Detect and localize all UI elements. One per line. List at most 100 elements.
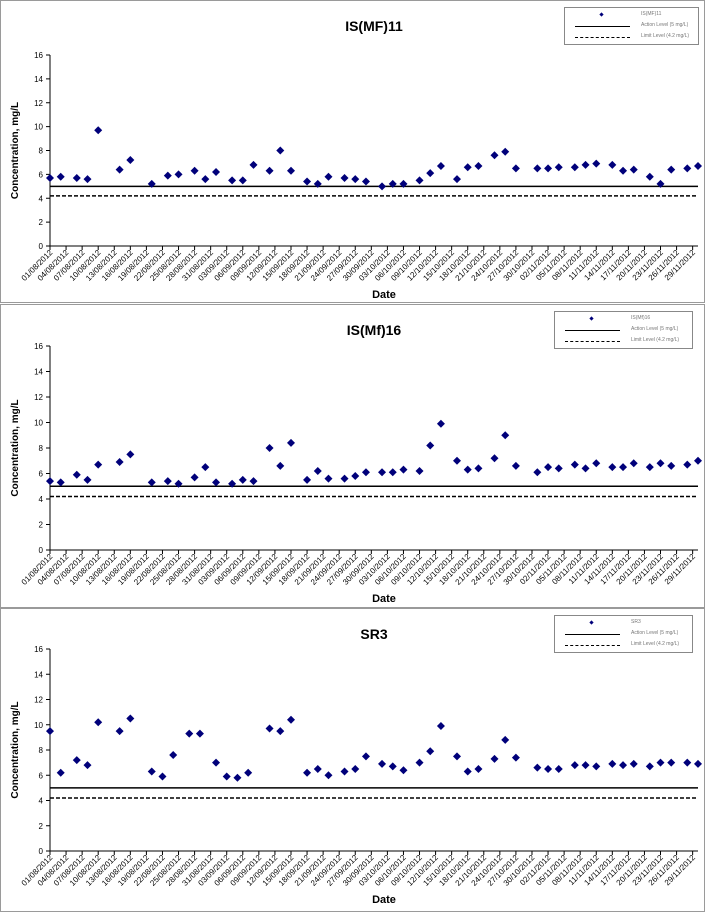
y-tick-label: 12 xyxy=(34,696,43,705)
data-point xyxy=(645,463,654,472)
data-point xyxy=(694,456,702,465)
chart-title: IS(MF)11 xyxy=(345,18,403,34)
data-point xyxy=(286,166,295,175)
legend-marker-icon xyxy=(589,316,594,321)
data-point xyxy=(629,165,638,174)
data-point xyxy=(399,465,408,474)
data-point xyxy=(533,763,542,772)
data-point xyxy=(619,166,628,175)
data-point xyxy=(83,475,92,484)
data-point xyxy=(147,179,156,188)
data-point xyxy=(83,761,92,770)
y-tick-label: 2 xyxy=(39,218,44,227)
y-tick-label: 6 xyxy=(39,170,44,179)
data-point xyxy=(581,464,590,473)
data-point xyxy=(212,758,221,767)
data-point xyxy=(474,162,483,171)
data-point xyxy=(46,727,54,736)
y-tick-label: 14 xyxy=(34,670,43,679)
data-point xyxy=(115,165,124,174)
legend-solid-line-icon xyxy=(575,26,630,27)
data-point xyxy=(554,163,563,172)
legend-dashed-line-icon xyxy=(565,341,620,342)
data-point xyxy=(436,162,445,171)
data-point xyxy=(83,175,92,184)
legend-action-label: Action Level (5 mg/L) xyxy=(631,630,679,636)
data-point xyxy=(570,761,579,770)
y-tick-label: 6 xyxy=(39,771,44,780)
data-point xyxy=(570,163,579,172)
data-point xyxy=(115,458,124,467)
data-point xyxy=(667,165,676,174)
data-point xyxy=(388,468,397,477)
data-point xyxy=(667,758,676,767)
data-point xyxy=(324,172,333,181)
data-point xyxy=(238,176,247,185)
data-point xyxy=(126,450,135,459)
data-point xyxy=(426,169,435,178)
data-point xyxy=(46,477,54,486)
y-tick-label: 16 xyxy=(34,645,43,654)
data-point xyxy=(212,478,221,487)
chart-title: SR3 xyxy=(360,626,387,642)
data-point xyxy=(683,758,692,767)
data-point xyxy=(619,463,628,472)
data-point xyxy=(276,461,285,470)
data-point xyxy=(511,753,520,762)
data-point xyxy=(361,752,370,761)
chart-panel-3: SR3 0 2 4 6 8 10 12 14 16 Concentration, mg/L 01/08… xyxy=(0,608,705,912)
data-point xyxy=(463,163,472,172)
data-point xyxy=(554,464,563,473)
data-point xyxy=(46,173,54,182)
y-tick-label: 0 xyxy=(39,546,44,555)
data-point xyxy=(490,151,499,160)
data-point xyxy=(185,729,194,738)
chart-svg: IS(MF)11 0 2 4 6 8 10 12 14 16 Concentration, mg/L… xyxy=(10,18,702,301)
data-point xyxy=(238,475,247,484)
data-point xyxy=(501,735,510,744)
data-point xyxy=(228,176,237,185)
data-point xyxy=(474,764,483,773)
legend-marker-icon xyxy=(589,620,594,625)
data-point xyxy=(463,767,472,776)
legend-marker-icon xyxy=(599,12,604,17)
data-point xyxy=(474,464,483,473)
data-point xyxy=(244,768,253,777)
data-point xyxy=(570,460,579,469)
legend-action-label: Action Level (5 mg/L) xyxy=(641,22,689,28)
data-point xyxy=(554,764,563,773)
data-point xyxy=(608,160,617,169)
legend-limit-label: Limit Level (4.2 mg/L) xyxy=(641,33,690,39)
data-point xyxy=(501,431,510,440)
data-point xyxy=(436,722,445,731)
legend-solid-line-icon xyxy=(565,330,620,331)
data-point xyxy=(436,419,445,428)
y-axis-label: Concentration, mg/L xyxy=(10,399,21,496)
data-point xyxy=(511,461,520,470)
data-point xyxy=(303,177,312,186)
y-tick-label: 10 xyxy=(34,419,43,428)
data-point xyxy=(163,171,172,180)
data-point xyxy=(249,160,258,169)
data-point xyxy=(233,773,242,782)
data-point xyxy=(228,479,237,488)
data-point xyxy=(94,126,103,135)
y-tick-label: 12 xyxy=(34,99,43,108)
data-point xyxy=(265,724,274,733)
data-point xyxy=(694,162,702,171)
data-point xyxy=(490,454,499,463)
data-point xyxy=(592,762,601,771)
data-point xyxy=(340,474,349,483)
chart-legend: SR3 Action Level (5 mg/L) Limit Level (4… xyxy=(554,615,693,653)
data-point xyxy=(667,461,676,470)
data-point xyxy=(94,718,103,727)
data-point xyxy=(656,459,665,468)
x-axis-label: Date xyxy=(372,894,396,906)
data-point xyxy=(147,478,156,487)
data-point xyxy=(158,772,167,781)
data-point xyxy=(511,164,520,173)
data-point xyxy=(212,167,221,176)
data-point xyxy=(453,175,462,184)
legend-solid-line-icon xyxy=(565,634,620,635)
